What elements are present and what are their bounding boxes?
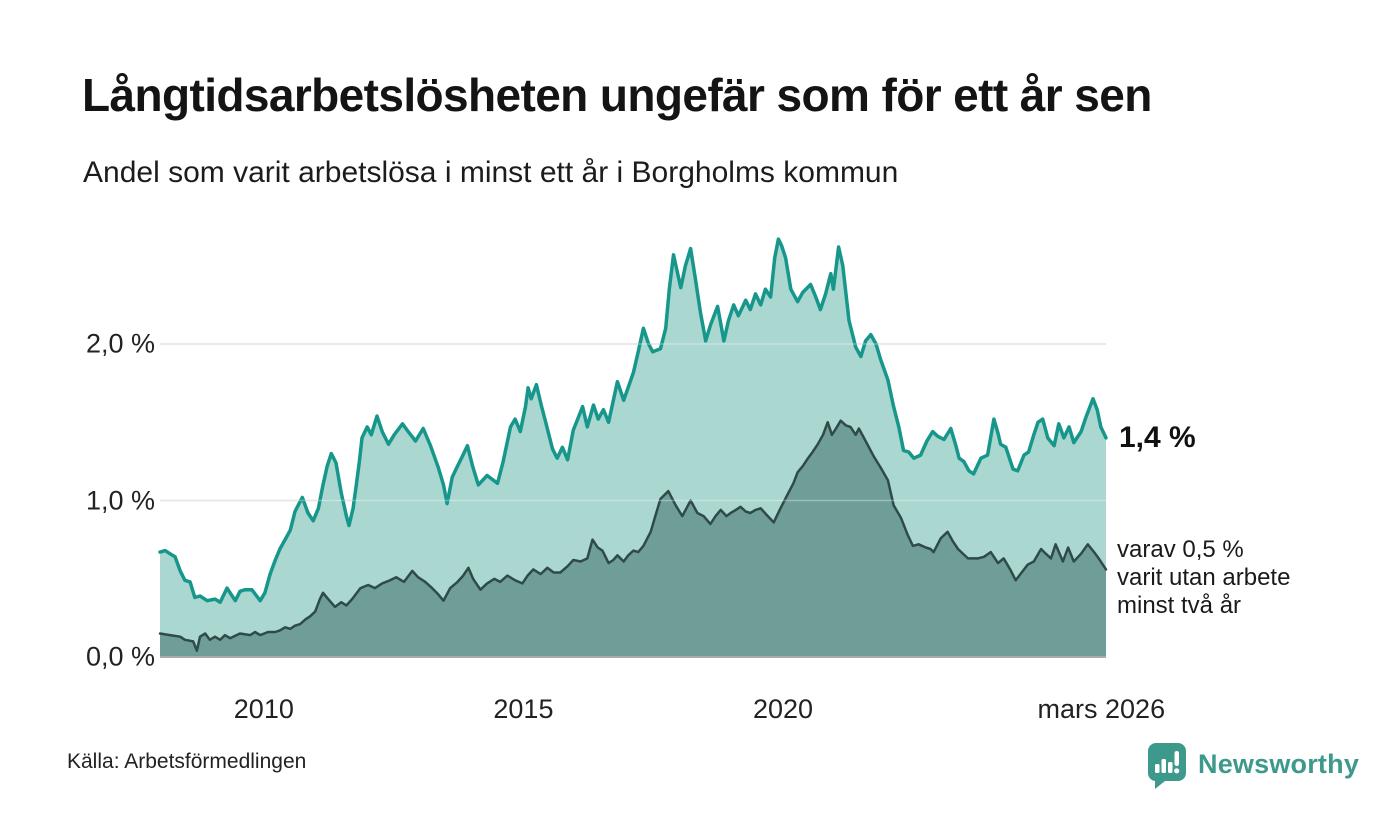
page-title: Långtidsarbetslösheten ungefär som för e… [82,69,1152,121]
page-subtitle: Andel som varit arbetslösa i minst ett å… [83,156,899,189]
series-area-two-year [160,420,1106,657]
newsworthy-logo-text: Newsworthy [1198,749,1360,779]
y-tick-label: 2,0 % [85,328,155,359]
newsworthy-logo-icon [1147,743,1186,789]
x-tick-label: 2015 [493,694,554,724]
series-line-two-year [158,419,1108,652]
two-year-annotation-line3: minst två år [1117,592,1242,620]
x-tick-label: 2010 [233,694,294,724]
two-year-annotation-line1: varav 0,5 % [1117,536,1244,564]
latest-value-annotation: 1,4 % [1119,420,1196,454]
x-tick-label: mars 2026 [1037,694,1166,724]
source-note: Källa: Arbetsförmedlingen [67,750,307,773]
y-tick-label: 1,0 % [85,485,155,515]
newsworthy-logo: Newsworthy [1147,742,1359,790]
x-tick-label: 2020 [753,694,814,724]
series-line-one-year [158,237,1108,604]
y-tick-label: 0,0 % [85,641,155,672]
two-year-annotation: varav 0,5 % varit utan arbete minst två … [1117,536,1290,620]
two-year-annotation-line2: varit utan arbete [1117,564,1291,592]
